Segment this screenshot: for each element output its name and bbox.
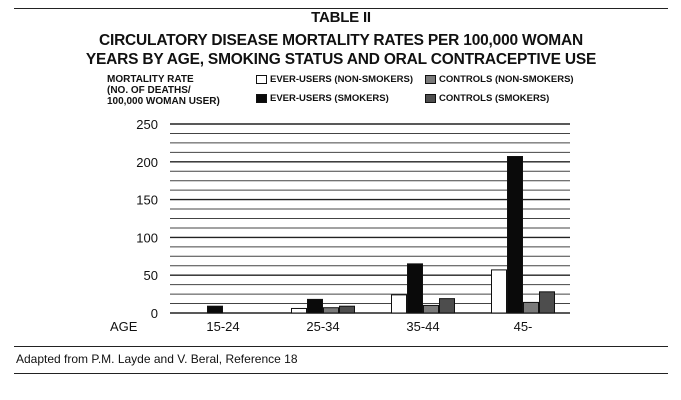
y-tick-label: 150: [136, 193, 158, 208]
y-tick-label: 250: [136, 117, 158, 132]
legend-swatch: [425, 94, 436, 103]
y-axis-label-line-1: MORTALITY RATE: [107, 74, 194, 85]
bar: [507, 156, 523, 314]
chart-title: TABLE II: [311, 9, 371, 26]
bar: [423, 304, 439, 314]
legend-label: EVER-USERS (SMOKERS): [270, 93, 389, 104]
bar: [323, 307, 339, 314]
legend-swatch: [256, 75, 267, 84]
bar: [523, 301, 539, 314]
bar: [539, 291, 555, 314]
bottom-rule: [14, 373, 668, 374]
y-tick-label: 50: [144, 268, 158, 283]
y-tick-label: 100: [136, 230, 158, 245]
legend-label: CONTROLS (SMOKERS): [439, 93, 550, 104]
legend-label: CONTROLS (NON-SMOKERS): [439, 74, 574, 85]
y-tick-label: 0: [151, 306, 158, 321]
chart-subtitle-line-2: YEARS BY AGE, SMOKING STATUS AND ORAL CO…: [85, 51, 597, 68]
chart-subtitle-line-1: CIRCULATORY DISEASE MORTALITY RATES PER …: [98, 32, 584, 49]
separator-rule: [14, 346, 668, 347]
x-axis-label: AGE: [110, 319, 138, 334]
y-axis-label: MORTALITY RATE (NO. OF DEATHS/ 100,000 W…: [107, 74, 220, 107]
y-axis-label-line-2: (NO. OF DEATHS/: [107, 85, 191, 96]
legend-label: EVER-USERS (NON-SMOKERS): [270, 74, 414, 85]
x-tick-label: 35-44: [406, 319, 439, 334]
bar: [407, 263, 423, 314]
legend-swatch: [256, 94, 267, 103]
bar: [391, 294, 407, 314]
bar: [439, 298, 455, 314]
legend-item-controls-non-smokers: CONTROLS (NON-SMOKERS): [425, 74, 574, 85]
x-tick-label: 15-24: [206, 319, 239, 334]
legend-swatch: [425, 75, 436, 84]
bar: [207, 305, 223, 314]
source-note: Adapted from P.M. Layde and V. Beral, Re…: [16, 352, 298, 366]
x-tick-label: 25-34: [306, 319, 339, 334]
x-tick-label: 45-: [514, 319, 533, 334]
legend-item-ever-users-non-smokers: EVER-USERS (NON-SMOKERS): [256, 74, 413, 85]
bar: [291, 307, 307, 314]
y-tick-label: 200: [136, 155, 158, 170]
bar: [307, 298, 323, 314]
legend-item-ever-users-smokers: EVER-USERS (SMOKERS): [256, 93, 389, 104]
bar: [491, 269, 507, 314]
legend-item-controls-smokers: CONTROLS (SMOKERS): [425, 93, 549, 104]
y-axis-label-line-3: 100,000 WOMAN USER): [107, 96, 220, 107]
top-rule: [14, 8, 668, 9]
bar: [339, 305, 355, 314]
